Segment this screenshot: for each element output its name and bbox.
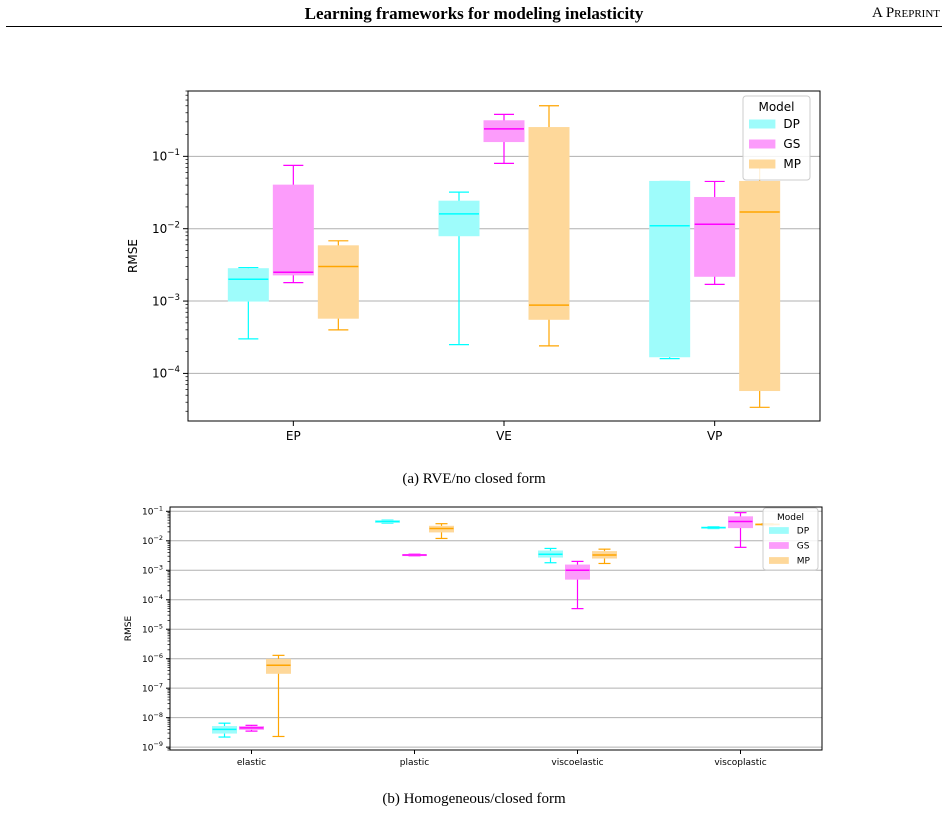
x-tick-label: VE <box>496 429 512 443</box>
legend-label-mp: MP <box>783 157 801 171</box>
y-tick-label: 10−3 <box>142 563 163 576</box>
legend-label-gs: GS <box>783 137 800 151</box>
x-tick-label: EP <box>286 429 301 443</box>
legend-frame <box>742 95 811 181</box>
x-tick-label: viscoplastic <box>714 758 766 768</box>
box-dp-vp <box>649 180 691 360</box>
plot-frame <box>169 506 823 751</box>
box-dp-ep <box>227 267 269 340</box>
legend-swatch-dp <box>749 119 776 129</box>
legend-swatch-mp <box>749 159 776 169</box>
box-body <box>317 245 359 319</box>
y-tick-label: 10−3 <box>152 293 180 308</box>
y-tick-label: 10−4 <box>142 593 163 606</box>
y-tick-label: 10−5 <box>142 622 163 635</box>
box-body <box>266 658 291 674</box>
box-mp-plastic <box>429 523 454 540</box>
y-tick-label: 10−7 <box>142 681 163 694</box>
box-body <box>694 196 736 277</box>
box-body <box>649 180 691 358</box>
caption-b: (b) Homogeneous/closed form <box>382 791 566 807</box>
box-mp-viscoelastic <box>592 548 617 565</box>
y-axis-label: RMSE <box>124 615 134 641</box>
box-mp-ep <box>317 240 359 331</box>
box-mp-vp <box>739 166 781 408</box>
legend-label-dp: DP <box>783 117 799 131</box>
box-body <box>528 127 570 320</box>
header-label-rest: REPRINT <box>894 8 940 20</box>
y-tick-label: 10−2 <box>152 221 180 236</box>
box-body <box>272 184 314 276</box>
box-body <box>565 564 590 580</box>
running-header-title: Learning frameworks for modeling inelast… <box>304 4 644 23</box>
box-body <box>483 120 525 143</box>
x-tick-label: viscoelastic <box>551 758 603 768</box>
y-tick-label: 10−1 <box>152 148 180 163</box>
box-mp-ve <box>528 105 570 347</box>
box-gs-ep <box>272 164 314 284</box>
box-body <box>227 268 269 302</box>
legend-swatch-gs <box>749 139 776 149</box>
box-dp-elastic <box>212 722 237 738</box>
y-axis-label: RMSE <box>126 239 140 273</box>
legend-label-dp: DP <box>797 527 810 537</box>
box-mp-elastic <box>266 654 291 738</box>
chart-a: 10−1 10−2 10−3 10−4 EP VE VP RMSE Model DP GS MP <box>126 90 821 443</box>
legend-title: Model <box>758 100 794 114</box>
box-gs-vp <box>694 180 736 285</box>
legend: Model DP GS MP <box>742 95 811 181</box>
box-dp-viscoelastic <box>538 547 563 564</box>
box-gs-viscoplastic <box>728 512 753 548</box>
box-body <box>739 180 781 392</box>
x-tick-label: elastic <box>237 758 266 768</box>
legend: Model DP GS MP <box>762 507 819 571</box>
y-tick-label: 10−4 <box>152 365 180 380</box>
caption-a: (a) RVE/no closed form <box>402 471 546 487</box>
box-gs-ve <box>483 113 525 164</box>
box-dp-viscoplastic <box>701 526 726 530</box>
chart-b: 10−1 10−2 10−3 10−4 10−5 10−6 10−7 10−8 10−9 elas… <box>124 504 823 768</box>
legend-swatch-dp <box>769 527 789 534</box>
box-gs-plastic <box>402 553 427 557</box>
y-tick-label: 10−6 <box>142 652 163 665</box>
header-label-p: P <box>885 5 895 21</box>
box-dp-ve <box>438 191 480 346</box>
box-dp-plastic <box>375 519 400 524</box>
y-tick-label: 10−2 <box>142 534 163 547</box>
running-header-label: A PREPRINT <box>872 5 940 22</box>
legend-label-gs: GS <box>797 542 810 552</box>
y-tick-label: 10−9 <box>142 740 163 753</box>
header-rule <box>6 26 942 27</box>
box-gs-elastic <box>239 724 264 732</box>
x-tick-label: plastic <box>400 758 429 768</box>
box-body <box>438 200 480 237</box>
header-label-a: A <box>872 5 886 21</box>
legend-title: Model <box>777 513 804 523</box>
legend-swatch-gs <box>769 542 789 549</box>
y-tick-label: 10−8 <box>142 711 163 724</box>
y-tick-label: 10−1 <box>142 504 163 517</box>
legend-swatch-mp <box>769 557 789 564</box>
x-tick-label: VP <box>707 429 722 443</box>
legend-frame <box>762 507 819 571</box>
box-gs-viscoelastic <box>565 560 590 610</box>
legend-label-mp: MP <box>797 557 811 567</box>
